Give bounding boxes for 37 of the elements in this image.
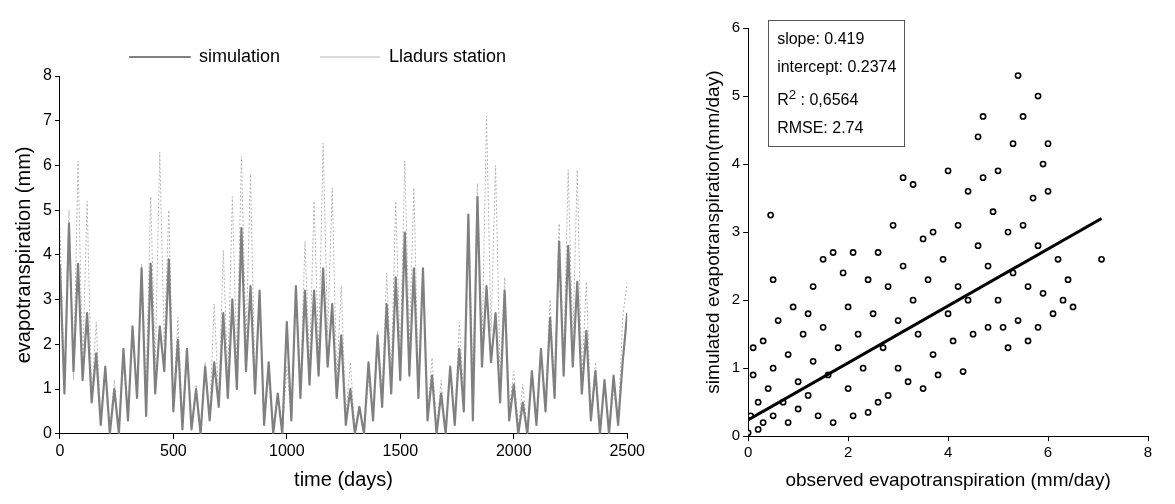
y-tick-label: 0 (731, 426, 741, 444)
y-axis-title: simulated evapotranspiration(mm/day) (701, 70, 723, 394)
x-tick-label: 1000 (269, 441, 305, 459)
y-tick-label: 8 (42, 66, 52, 84)
x-tick-label: 4 (943, 443, 953, 461)
x-tick-label: 8 (1143, 443, 1153, 461)
y-tick-label: 2 (731, 290, 741, 308)
x-tick-label: 2 (843, 443, 853, 461)
y-tick-label: 4 (42, 245, 52, 263)
x-axis-title: time (days) (294, 467, 393, 490)
x-tick-label: 1500 (382, 441, 419, 459)
y-tick-label: 7 (42, 111, 52, 129)
y-tick-label: 3 (42, 290, 52, 308)
y-tick-label: 1 (42, 379, 52, 397)
x-tick-label: 0 (743, 443, 753, 461)
y-tick-label: 2 (42, 334, 52, 352)
y-tick-label: 3 (731, 222, 741, 240)
y-tick-label: 6 (731, 18, 741, 36)
x-tick-label: 6 (1043, 443, 1053, 461)
y-tick-label: 5 (42, 200, 52, 218)
y-axis-title: evapotranspiration (mm) (11, 146, 34, 364)
x-tick-label: 500 (160, 441, 187, 459)
x-tick-label: 2500 (609, 441, 646, 459)
annotation: RMSE: 2.74 (777, 118, 865, 139)
y-tick-label: 1 (731, 358, 741, 376)
y-tick-label: 4 (731, 154, 741, 172)
legend-label: Lladurs station (388, 45, 507, 66)
x-tick-label: 2000 (495, 441, 532, 459)
y-tick-label: 6 (42, 155, 52, 173)
annotation: intercept: 0.2374 (777, 57, 897, 77)
x-tick-label: 0 (55, 441, 65, 459)
y-tick-label: 0 (42, 424, 52, 442)
legend-label: simulation (198, 45, 280, 66)
x-axis-title: observed evapotranspiration (mm/day) (785, 468, 1111, 490)
annotation: R$^{2}$ : 0,6564 (777, 86, 860, 111)
y-tick-label: 5 (731, 86, 741, 104)
annotation: slope: 0.419 (777, 29, 866, 49)
